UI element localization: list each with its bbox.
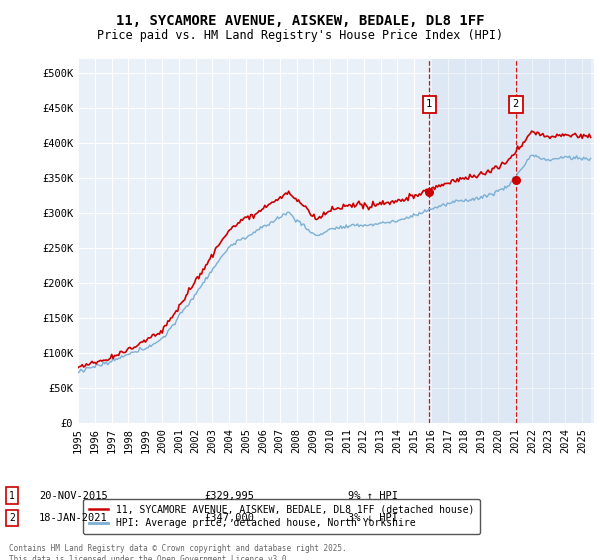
Text: 1: 1 [426,99,433,109]
Text: 2: 2 [513,99,519,109]
Text: 3% ↓ HPI: 3% ↓ HPI [348,513,398,523]
Text: 11, SYCAMORE AVENUE, AISKEW, BEDALE, DL8 1FF: 11, SYCAMORE AVENUE, AISKEW, BEDALE, DL8… [116,14,484,28]
Text: Contains HM Land Registry data © Crown copyright and database right 2025.
This d: Contains HM Land Registry data © Crown c… [9,544,347,560]
Text: £329,995: £329,995 [204,491,254,501]
Text: 2: 2 [9,513,15,523]
Text: 1: 1 [9,491,15,501]
Text: 9% ↑ HPI: 9% ↑ HPI [348,491,398,501]
Text: Price paid vs. HM Land Registry's House Price Index (HPI): Price paid vs. HM Land Registry's House … [97,29,503,42]
Text: 20-NOV-2015: 20-NOV-2015 [39,491,108,501]
Text: 18-JAN-2021: 18-JAN-2021 [39,513,108,523]
Text: £347,000: £347,000 [204,513,254,523]
Legend: 11, SYCAMORE AVENUE, AISKEW, BEDALE, DL8 1FF (detached house), HPI: Average pric: 11, SYCAMORE AVENUE, AISKEW, BEDALE, DL8… [83,498,480,534]
